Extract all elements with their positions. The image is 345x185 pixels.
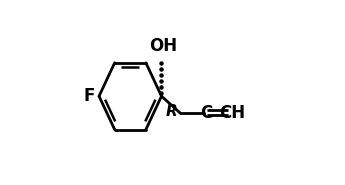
Text: R: R [166, 104, 178, 119]
Text: F: F [83, 87, 95, 105]
Text: CH: CH [219, 104, 245, 122]
Text: OH: OH [149, 37, 177, 55]
Text: C: C [200, 104, 213, 122]
